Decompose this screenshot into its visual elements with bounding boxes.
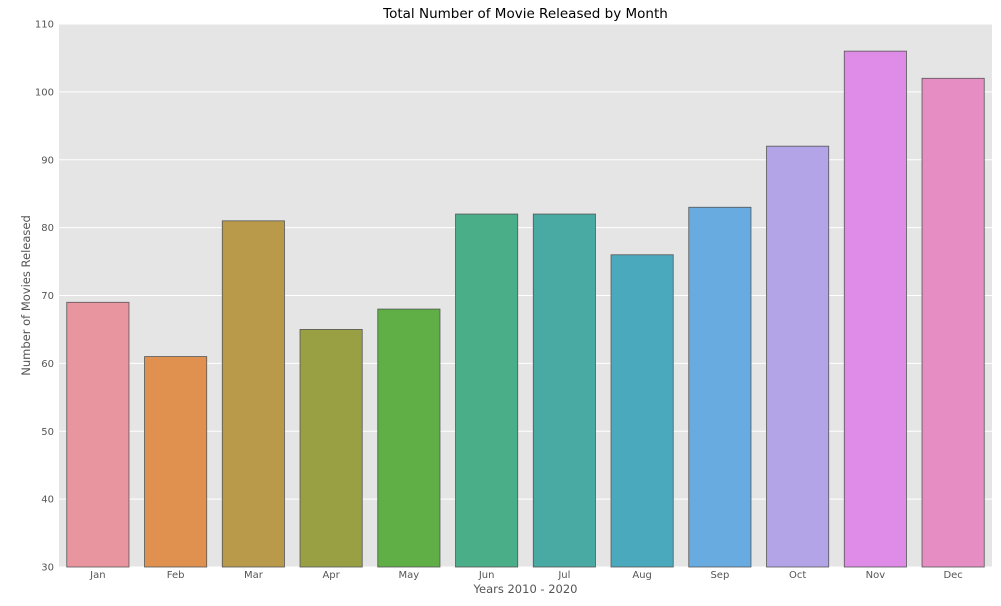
bar-aug <box>610 254 674 568</box>
y-tick-label: 70 <box>41 291 54 302</box>
bar-jun <box>455 213 519 568</box>
x-tick-label: Aug <box>632 570 652 581</box>
y-tick-label: 100 <box>35 87 54 98</box>
chart-title: Total Number of Movie Released by Month <box>382 6 668 22</box>
bar-oct <box>766 145 830 568</box>
gridlines <box>59 23 992 568</box>
y-tick-label: 40 <box>41 495 54 506</box>
y-tick-label: 110 <box>35 20 54 31</box>
bar-dec <box>921 77 985 568</box>
y-tick-label: 60 <box>41 359 54 370</box>
y-axis-ticks: 30 40 50 60 70 80 90 100 110 <box>35 20 54 574</box>
y-axis-label: Number of Movies Released <box>19 215 33 376</box>
bar-may <box>377 308 441 568</box>
y-tick-label: 90 <box>41 155 54 166</box>
bar-sep <box>688 206 752 568</box>
x-tick-label: Sep <box>710 570 729 581</box>
x-tick-label: Dec <box>943 570 962 581</box>
bar-apr <box>299 329 363 568</box>
y-tick-label: 50 <box>41 427 54 438</box>
bar-mar <box>221 220 285 568</box>
x-tick-label: Jun <box>478 570 495 581</box>
x-tick-label: May <box>399 570 420 581</box>
x-tick-label: Feb <box>167 570 185 581</box>
x-tick-label: Mar <box>244 570 264 581</box>
bars <box>66 50 985 568</box>
bar-feb <box>144 356 208 568</box>
x-axis-ticks: Jan Feb Mar Apr May Jun Jul Aug Sep Oct Nov Dec <box>89 570 963 581</box>
bar-jul <box>532 213 596 568</box>
x-tick-label: Oct <box>789 570 806 581</box>
bar-nov <box>843 50 907 568</box>
x-axis-label: Years 2010 - 2020 <box>473 582 578 596</box>
y-tick-label: 30 <box>41 563 54 574</box>
bar-jan <box>66 301 130 568</box>
x-tick-label: Nov <box>866 570 886 581</box>
x-tick-label: Jan <box>89 570 105 581</box>
x-tick-label: Jul <box>557 570 570 581</box>
x-tick-label: Apr <box>322 570 340 581</box>
y-tick-label: 80 <box>41 223 54 234</box>
